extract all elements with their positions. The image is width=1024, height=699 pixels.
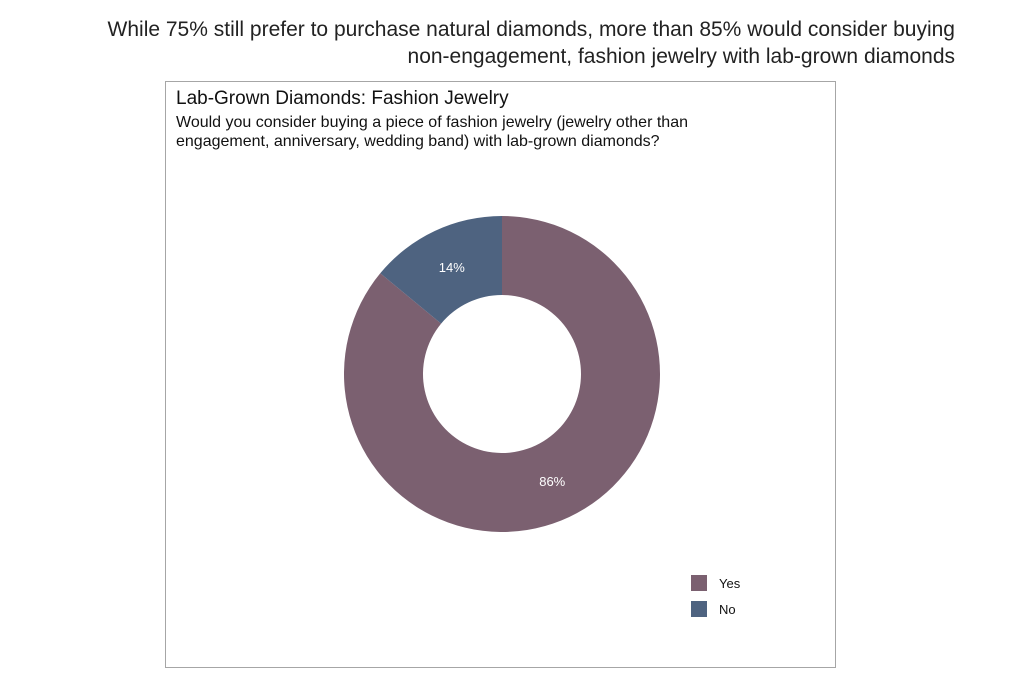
chart-legend: Yes No [691,574,740,626]
headline: While 75% still prefer to purchase natur… [15,16,955,70]
chart-subtitle: Would you consider buying a piece of fas… [176,113,816,151]
legend-swatch-no [691,601,707,617]
legend-label-yes: Yes [719,575,741,591]
headline-line-1: While 75% still prefer to purchase natur… [107,18,955,41]
slice-yes [344,216,660,532]
slice-no [380,216,502,324]
legend-item-no: No [691,600,740,618]
chart-subtitle-line-2: engagement, anniversary, wedding band) w… [176,133,660,150]
legend-item-yes: Yes [691,574,740,592]
slice-label-yes: 86% [539,474,565,489]
legend-label-no: No [719,601,736,617]
legend-swatch-yes [691,575,707,591]
slice-label-no: 14% [439,260,465,275]
chart-title: Lab-Grown Diamonds: Fashion Jewelry [176,88,509,109]
chart-subtitle-line-1: Would you consider buying a piece of fas… [176,114,688,131]
donut-chart: 86% 14% [344,216,660,532]
chart-frame: Lab-Grown Diamonds: Fashion Jewelry Woul… [165,81,836,668]
headline-line-2: non-engagement, fashion jewelry with lab… [407,45,955,68]
